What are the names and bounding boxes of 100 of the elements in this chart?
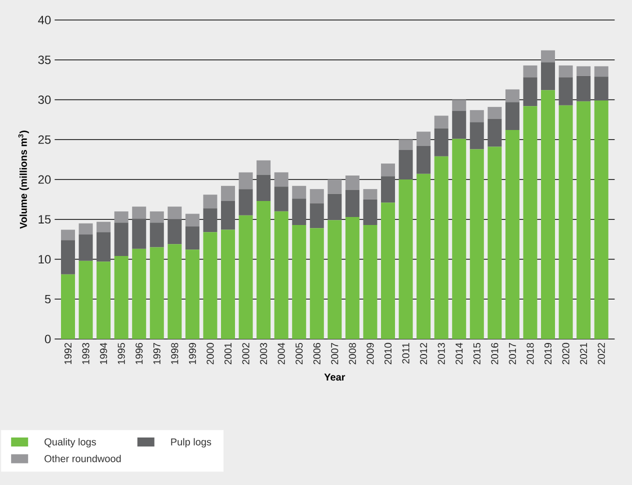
bar bbox=[576, 101, 591, 339]
bar bbox=[345, 216, 360, 339]
bar bbox=[96, 262, 111, 339]
bar bbox=[310, 203, 324, 228]
bar bbox=[398, 140, 413, 150]
bar bbox=[114, 256, 128, 339]
bar bbox=[523, 106, 538, 339]
bar bbox=[203, 232, 218, 339]
bar bbox=[221, 201, 236, 230]
bar bbox=[61, 230, 75, 240]
bar bbox=[132, 248, 146, 339]
bar bbox=[132, 218, 146, 249]
bar bbox=[114, 211, 128, 223]
bar bbox=[452, 100, 466, 111]
bar bbox=[168, 206, 182, 220]
bar bbox=[558, 77, 573, 106]
y-tick-label: 35 bbox=[38, 56, 51, 64]
x-tick-label: 2015 bbox=[473, 342, 480, 364]
x-tick-label: 2013 bbox=[438, 342, 445, 364]
bar bbox=[434, 156, 448, 339]
bar bbox=[274, 186, 288, 212]
bar bbox=[576, 66, 591, 76]
bar bbox=[78, 234, 93, 261]
bar bbox=[381, 164, 396, 176]
x-tick-label: 2003 bbox=[260, 342, 268, 364]
bar bbox=[292, 224, 306, 339]
bar bbox=[221, 186, 236, 202]
bar bbox=[114, 222, 128, 256]
bar bbox=[416, 132, 431, 146]
bar bbox=[381, 202, 396, 339]
bar bbox=[328, 180, 342, 194]
bar bbox=[541, 90, 556, 339]
bar bbox=[398, 150, 413, 180]
x-tick-label: 2007 bbox=[331, 343, 338, 364]
bar bbox=[78, 223, 93, 235]
bar bbox=[488, 146, 502, 339]
x-tick-label: 2002 bbox=[242, 343, 250, 364]
bar bbox=[488, 106, 502, 119]
bar bbox=[150, 211, 164, 223]
bar bbox=[310, 189, 324, 204]
bar bbox=[594, 100, 608, 339]
x-tick-label: 2000 bbox=[206, 342, 214, 364]
bar bbox=[292, 198, 306, 225]
bar bbox=[416, 146, 431, 174]
x-tick-label: 2001 bbox=[224, 343, 232, 364]
bar bbox=[470, 122, 484, 150]
x-tick-label: 2012 bbox=[420, 343, 428, 364]
bar bbox=[274, 211, 288, 339]
x-tick-label: 2009 bbox=[366, 343, 374, 364]
y-tick-label: 20 bbox=[38, 175, 51, 184]
bar bbox=[452, 110, 466, 139]
bar bbox=[452, 138, 466, 339]
bar bbox=[61, 274, 75, 339]
x-tick-label: 2022 bbox=[598, 343, 605, 364]
bar bbox=[238, 215, 253, 339]
bar bbox=[150, 222, 164, 248]
x-tick-label: 2011 bbox=[402, 343, 410, 364]
legend-label: Other roundwood bbox=[44, 454, 121, 462]
bar bbox=[345, 190, 360, 217]
bar bbox=[328, 220, 342, 339]
bar bbox=[523, 77, 538, 106]
bar bbox=[185, 226, 200, 250]
x-tick-label: 1996 bbox=[136, 342, 143, 364]
x-tick-label: 2018 bbox=[526, 342, 534, 364]
x-tick-label: 2014 bbox=[456, 342, 463, 364]
x-tick-label: 2006 bbox=[313, 342, 320, 364]
y-tick-label: 40 bbox=[38, 16, 51, 24]
bar bbox=[345, 176, 360, 190]
x-tick-label: 2017 bbox=[508, 343, 516, 364]
x-tick-label: 1995 bbox=[118, 342, 125, 364]
bar bbox=[381, 176, 396, 203]
x-tick-label: 2021 bbox=[580, 343, 588, 364]
y-tick-label: 0 bbox=[44, 334, 51, 344]
x-tick-label: 2008 bbox=[348, 342, 356, 364]
bar bbox=[150, 247, 164, 339]
x-tick-label: 2010 bbox=[384, 342, 392, 364]
bar bbox=[398, 180, 413, 339]
bar bbox=[558, 65, 573, 78]
bar bbox=[310, 228, 324, 339]
bar bbox=[470, 149, 484, 339]
bar bbox=[594, 66, 608, 77]
bar bbox=[78, 260, 93, 339]
bar bbox=[96, 222, 111, 232]
bar bbox=[96, 232, 111, 262]
bar bbox=[168, 244, 182, 339]
bar bbox=[238, 189, 253, 216]
legend-label: Pulp logs bbox=[171, 438, 212, 448]
bar bbox=[256, 160, 271, 175]
bar bbox=[558, 105, 573, 339]
bar bbox=[363, 189, 378, 200]
bar bbox=[256, 174, 271, 202]
bar bbox=[541, 50, 556, 62]
x-tick-label: 2020 bbox=[562, 342, 570, 364]
bar bbox=[523, 65, 538, 78]
y-tick-label: 5 bbox=[44, 294, 51, 304]
bar bbox=[505, 89, 520, 102]
bar bbox=[185, 214, 200, 227]
bar bbox=[363, 224, 378, 339]
x-tick-label: 2019 bbox=[544, 343, 552, 364]
bar bbox=[203, 194, 218, 208]
